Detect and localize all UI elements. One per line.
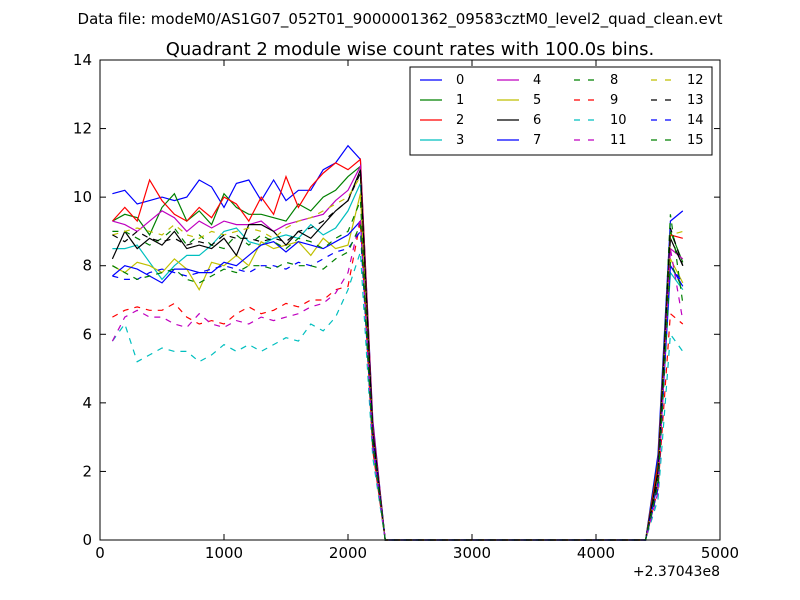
series-line-11 (111, 217, 684, 541)
legend-label-12: 12 (687, 73, 704, 88)
y-tick-label: 10 (73, 188, 92, 206)
x-offset-label: +2.37043e8 (633, 564, 720, 580)
y-tick-label: 14 (73, 51, 92, 69)
x-tick-label: 5000 (701, 544, 739, 562)
chart-title: Quadrant 2 module wise count rates with … (166, 39, 655, 60)
y-tick-label: 6 (82, 325, 92, 343)
legend-label-7: 7 (533, 133, 541, 148)
x-tick-label: 0 (95, 544, 105, 562)
x-tick-label: 3000 (453, 544, 491, 562)
y-tick-label: 4 (82, 394, 92, 412)
x-tick-label: 1000 (205, 544, 243, 562)
legend-label-11: 11 (610, 133, 627, 148)
legend-box (409, 66, 713, 156)
legend-label-9: 9 (610, 93, 618, 108)
y-tick-label: 0 (82, 531, 92, 549)
legend-label-2: 2 (456, 113, 464, 128)
legend-label-8: 8 (610, 73, 618, 88)
legend-label-10: 10 (610, 113, 627, 128)
legend-label-4: 4 (533, 73, 541, 88)
legend-label-6: 6 (533, 113, 541, 128)
suptitle: Data file: modeM0/AS1G07_052T01_90000013… (78, 10, 723, 29)
y-tick-label: 8 (82, 257, 92, 275)
legend-label-15: 15 (687, 133, 704, 148)
legend-label-5: 5 (533, 93, 541, 108)
y-tick-label: 2 (82, 462, 92, 480)
legend-label-14: 14 (687, 113, 704, 128)
x-tick-label: 4000 (577, 544, 615, 562)
legend-label-1: 1 (456, 93, 464, 108)
legend-label-13: 13 (687, 93, 704, 108)
x-tick-label: 2000 (329, 544, 367, 562)
axes-frame (99, 59, 721, 541)
legend-label-3: 3 (456, 133, 464, 148)
legend-label-0: 0 (456, 73, 464, 88)
y-tick-label: 12 (73, 120, 92, 138)
